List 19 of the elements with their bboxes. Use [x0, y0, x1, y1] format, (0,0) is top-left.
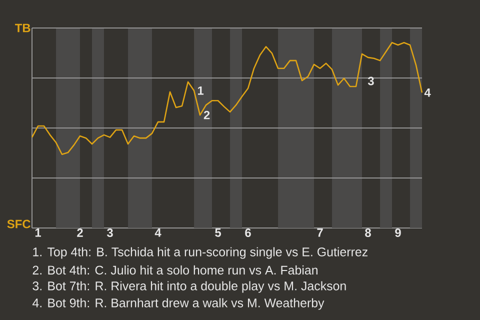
text: TB	[15, 24, 30, 32]
x-tick-label: 3	[106, 228, 113, 238]
x-tick-label: 4	[154, 228, 162, 237]
x-tick-label: 9	[395, 228, 401, 237]
x-tick-label: 8	[365, 228, 371, 237]
x-tick-label: 2	[77, 228, 83, 237]
x-tick-label: 6	[245, 228, 251, 237]
x-tick-label: 1	[35, 228, 41, 237]
annotation: 1	[198, 86, 204, 95]
x-tick-label: 7	[317, 228, 323, 237]
text: 1. Top 4th: B. Tschida hit a run-scoring single vs E. Gutierrez	[33, 247, 368, 259]
text: 2. Bot 4th: C. Julio hit a solo home run vs A. Fabian	[32, 265, 318, 275]
annotation: 3	[368, 76, 374, 86]
text: SFC	[7, 220, 30, 228]
x-tick-label: 5	[215, 228, 221, 237]
annotation: 2	[204, 110, 210, 120]
text: 4. Bot 9th: R. Barnhart drew a walk vs M. Weatherby	[32, 298, 324, 310]
text: 4	[424, 88, 431, 97]
text: 3. Bot 7th: R. Rivera hit into a double play vs M. Jackson	[32, 281, 346, 293]
